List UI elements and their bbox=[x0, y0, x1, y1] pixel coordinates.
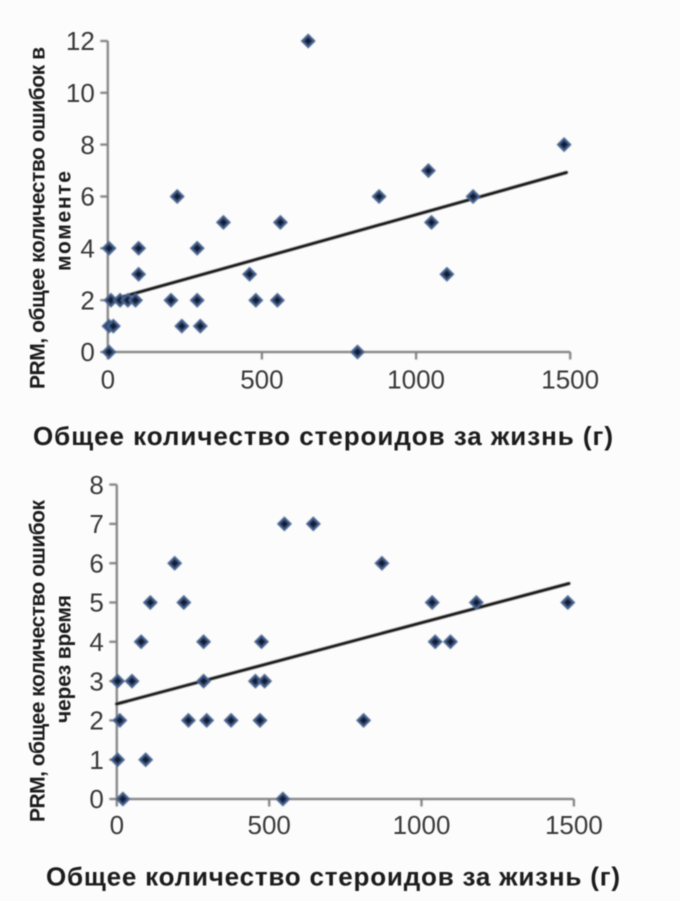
svg-text:10: 10 bbox=[66, 78, 95, 108]
svg-text:PRM, общее количество ошибок в: PRM, общее количество ошибок в bbox=[27, 47, 50, 389]
svg-text:через время: через время bbox=[53, 595, 76, 723]
svg-text:0: 0 bbox=[89, 784, 103, 814]
svg-text:12: 12 bbox=[66, 26, 95, 56]
svg-text:500: 500 bbox=[248, 810, 291, 840]
svg-text:8: 8 bbox=[80, 130, 94, 160]
svg-text:7: 7 bbox=[89, 509, 103, 539]
svg-text:5: 5 bbox=[89, 588, 103, 618]
svg-text:4: 4 bbox=[80, 234, 94, 264]
svg-text:0: 0 bbox=[80, 337, 94, 367]
svg-text:4: 4 bbox=[89, 627, 103, 657]
svg-text:PRM, общее количество ошибок: PRM, общее количество ошибок bbox=[27, 500, 50, 822]
svg-text:1000: 1000 bbox=[387, 365, 445, 395]
svg-text:1500: 1500 bbox=[541, 365, 599, 395]
svg-text:Общее количество стероидов за: Общее количество стероидов за жизнь (г) bbox=[33, 421, 613, 451]
svg-text:1500: 1500 bbox=[545, 810, 603, 840]
svg-text:2: 2 bbox=[80, 285, 94, 315]
svg-text:1000: 1000 bbox=[393, 810, 451, 840]
svg-text:3: 3 bbox=[89, 666, 103, 696]
svg-text:8: 8 bbox=[89, 470, 103, 500]
svg-text:6: 6 bbox=[89, 548, 103, 578]
svg-text:2: 2 bbox=[89, 706, 103, 736]
svg-text:0: 0 bbox=[110, 810, 124, 840]
svg-text:0: 0 bbox=[101, 365, 115, 395]
svg-text:моменте: моменте bbox=[53, 171, 76, 271]
svg-text:500: 500 bbox=[240, 365, 283, 395]
svg-text:Общее количество стероидов за: Общее количество стероидов за жизнь (г) bbox=[46, 862, 620, 892]
svg-text:1: 1 bbox=[89, 745, 103, 775]
svg-text:6: 6 bbox=[80, 182, 94, 212]
